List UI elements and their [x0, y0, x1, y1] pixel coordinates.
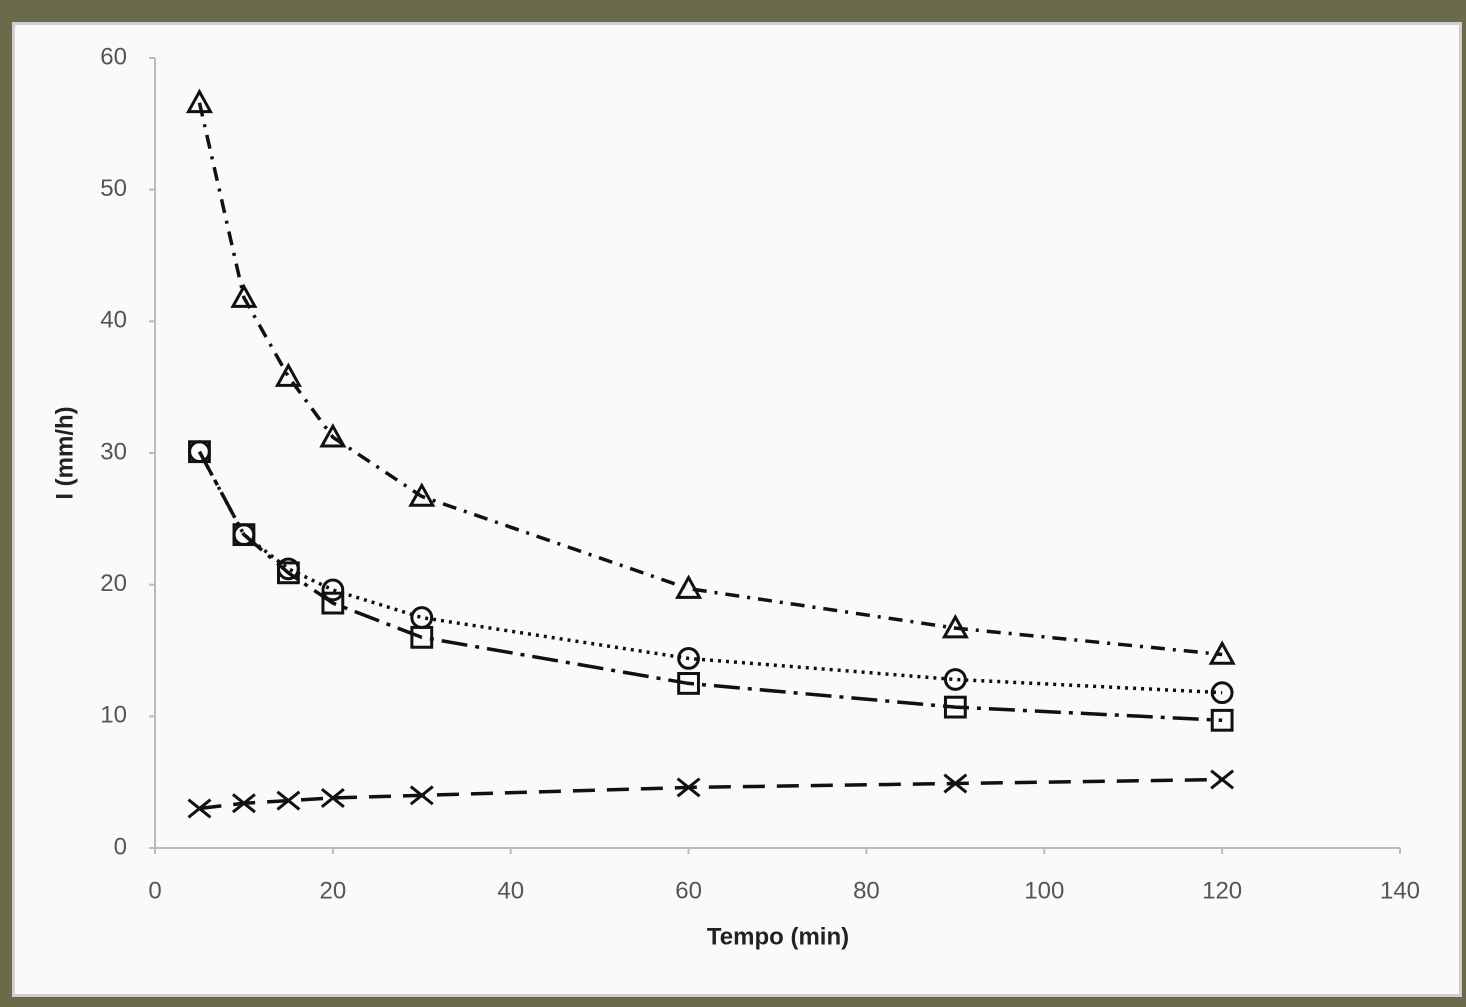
- x-tick-label: 140: [1380, 877, 1420, 904]
- marker-x: [943, 773, 968, 794]
- marker-square: [1210, 708, 1234, 732]
- marker-x: [276, 790, 301, 811]
- marker-square: [321, 591, 345, 615]
- marker-square: [410, 625, 434, 649]
- x-tick-label: 120: [1202, 877, 1242, 904]
- marker-square: [943, 695, 967, 719]
- marker-square: [232, 523, 256, 547]
- x-tick-label: 60: [675, 877, 702, 904]
- marker-x: [676, 777, 701, 798]
- marker-square: [276, 561, 300, 585]
- marker-triangle: [319, 423, 347, 448]
- marker-triangle: [408, 482, 436, 507]
- y-axis-title: I (mm/h): [51, 406, 78, 499]
- marker-square: [677, 672, 700, 695]
- marker-triangle: [1208, 640, 1236, 665]
- marker-triangle: [941, 614, 969, 639]
- marker-x: [320, 787, 345, 808]
- x-tick-label: 100: [1024, 877, 1064, 904]
- series-line: [199, 777, 1223, 811]
- x-tick-label: 80: [853, 877, 880, 904]
- x-tick-label: 40: [497, 877, 524, 904]
- y-tick-label: 30: [100, 438, 127, 465]
- marker-x: [1210, 769, 1235, 790]
- chart-frame: [12, 22, 1462, 997]
- y-tick-label: 10: [100, 702, 127, 729]
- y-tick-label: 20: [100, 570, 127, 597]
- marker-circle: [943, 668, 967, 691]
- y-tick-label: 50: [100, 175, 127, 202]
- marker-triangle: [230, 283, 258, 308]
- marker-x: [187, 798, 212, 819]
- marker-x: [231, 793, 256, 814]
- y-tick-label: 40: [100, 307, 127, 334]
- y-tick-label: 60: [100, 43, 127, 70]
- marker-circle: [410, 606, 434, 629]
- x-axis-title: Tempo (min): [707, 923, 849, 950]
- marker-circle: [1210, 681, 1234, 705]
- marker-x: [409, 785, 434, 806]
- marker-triangle: [274, 362, 302, 387]
- marker-square: [188, 440, 211, 464]
- x-tick-label: 20: [320, 877, 347, 904]
- marker-triangle: [675, 574, 703, 599]
- y-tick-label: 0: [114, 833, 127, 860]
- marker-circle: [677, 647, 700, 670]
- series-line: [197, 450, 1223, 695]
- x-tick-label: 0: [148, 877, 161, 904]
- series-line: [197, 102, 1223, 657]
- marker-triangle: [185, 88, 214, 114]
- marker-circle: [321, 578, 345, 602]
- series-line: [197, 450, 1223, 723]
